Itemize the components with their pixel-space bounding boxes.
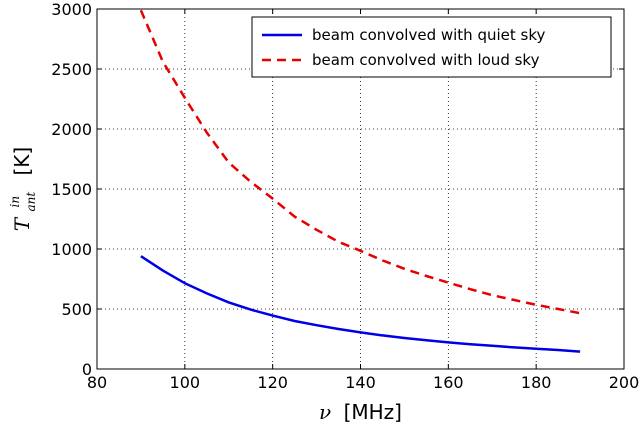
legend-label: beam convolved with loud sky [312,51,540,69]
x-axis-label: ν [MHz] [319,400,402,424]
series-group [139,9,581,353]
y-tick-label: 2500 [51,60,92,79]
x-tick-label: 120 [257,373,288,392]
x-tick-label: 160 [433,373,464,392]
x-tick-label: 100 [170,373,201,392]
legend-box [251,16,612,78]
y-axis-label: T ant in [K] [0,147,40,231]
legend-label: beam convolved with quiet sky [312,26,546,44]
legend: beam convolved with quiet sky beam convol… [251,16,612,78]
x-tick-label: 80 [87,373,107,392]
y-tick-label: 1000 [51,240,92,259]
y-axis-superscript: in [8,196,22,208]
y-tick-label: 0 [82,360,92,379]
x-axis-unit: [MHz] [344,400,402,424]
y-tick-label: 3000 [51,0,92,19]
y-tick-label: 2000 [51,120,92,139]
series-line-2 [139,9,581,315]
series-line-1 [140,255,581,353]
y-axis-subscript: ant [24,192,38,212]
y-axis-symbol: T [10,216,34,231]
x-axis-symbol: ν [319,400,331,424]
x-tick-label: 140 [345,373,376,392]
y-tick-label: 500 [61,300,92,319]
axis-ticks: 80 100 120 140 160 180 20005001000150020002500… [51,0,639,392]
y-axis-unit: [K] [10,147,34,176]
x-tick-label: 180 [521,373,552,392]
svg-text:T ant in [K]: T ant in [K] [0,147,40,231]
y-tick-label: 1500 [51,180,92,199]
x-tick-label: 200 [609,373,639,392]
